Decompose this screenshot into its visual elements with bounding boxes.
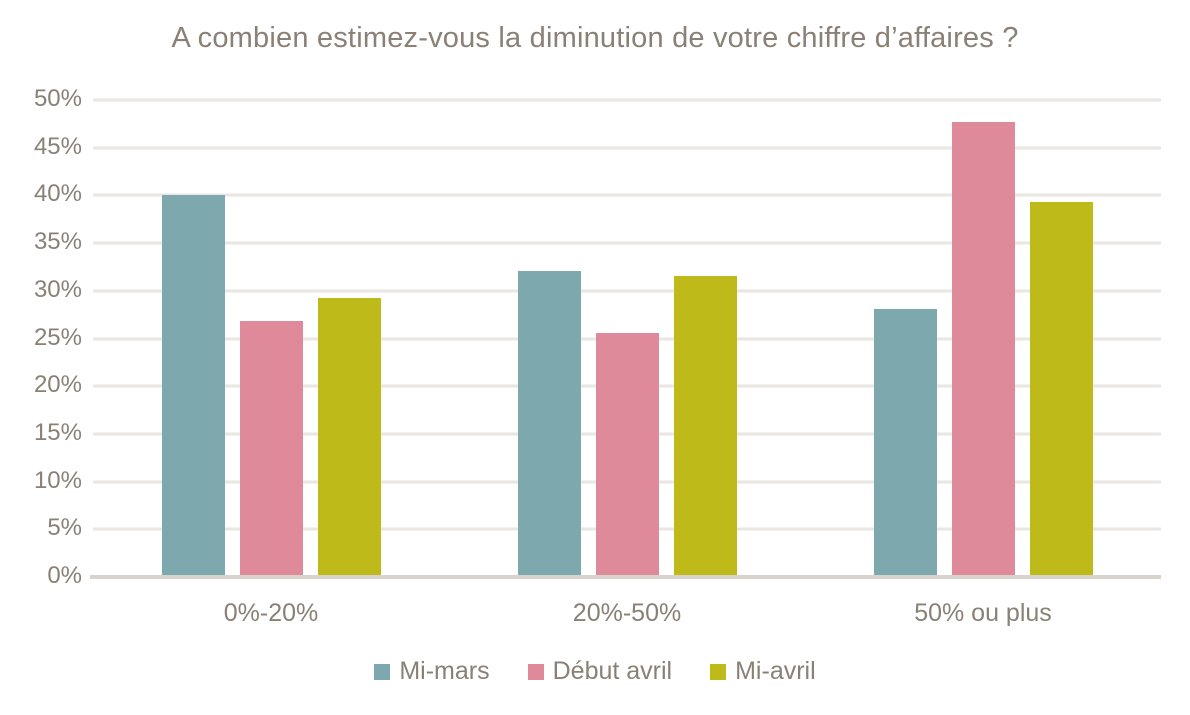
legend-label: Mi-avril <box>735 657 816 685</box>
y-axis-tick-label: 45% <box>33 132 82 160</box>
legend-label: Mi-mars <box>399 657 490 685</box>
legend-item: Mi-avril <box>710 657 816 686</box>
y-axis-tick-label: 50% <box>33 84 82 112</box>
legend-item: Début avril <box>527 657 673 686</box>
y-axis-tick-label: 15% <box>33 418 82 446</box>
x-category-label: 0%-20% <box>223 599 319 627</box>
bar <box>517 270 581 577</box>
bar <box>239 321 303 577</box>
plot-area: 0% 5% 10% 15% 20% 25% 30% 35% 40% 45% 50% <box>34 86 1161 587</box>
y-axis-tick-label: 0% <box>47 561 82 589</box>
x-category-label: 50% ou plus <box>914 599 1052 627</box>
legend-item: Mi-mars <box>374 657 490 686</box>
gridline <box>93 289 1161 293</box>
gridline <box>93 193 1161 197</box>
bar <box>161 195 225 577</box>
bar <box>317 298 381 577</box>
legend-label: Début avril <box>552 657 673 685</box>
bar-groups <box>93 100 1161 577</box>
gridline <box>93 146 1161 150</box>
y-axis-tick-label: 5% <box>47 514 82 542</box>
legend-swatch-icon <box>527 664 544 680</box>
bar <box>1029 202 1093 577</box>
y-axis-tick-label: 20% <box>33 371 82 399</box>
x-axis-labels: 0%-20% 20%-50% 50% ou plus <box>93 599 1161 628</box>
bar <box>673 275 737 577</box>
y-axis-tick-label: 40% <box>33 180 82 208</box>
x-axis-line <box>90 575 1161 579</box>
legend-swatch-icon <box>710 664 727 680</box>
bar-group <box>93 100 449 577</box>
y-axis-tick-label: 30% <box>33 275 82 303</box>
bar-group <box>449 100 805 577</box>
bar <box>873 308 937 577</box>
y-axis-tick-label: 10% <box>33 466 82 494</box>
y-axis-tick-label: 25% <box>33 323 82 351</box>
gridline <box>93 241 1161 245</box>
bar-group <box>805 100 1161 577</box>
legend: Mi-mars Début avril Mi-avril <box>0 657 1190 686</box>
legend-swatch-icon <box>374 664 391 680</box>
bar <box>595 332 659 577</box>
y-axis-tick-label: 35% <box>33 227 82 255</box>
bar <box>951 121 1015 577</box>
chart-title: A combien estimez-vous la diminution de … <box>171 22 1019 54</box>
x-category-label: 20%-50% <box>572 599 682 627</box>
gridline <box>93 98 1161 102</box>
